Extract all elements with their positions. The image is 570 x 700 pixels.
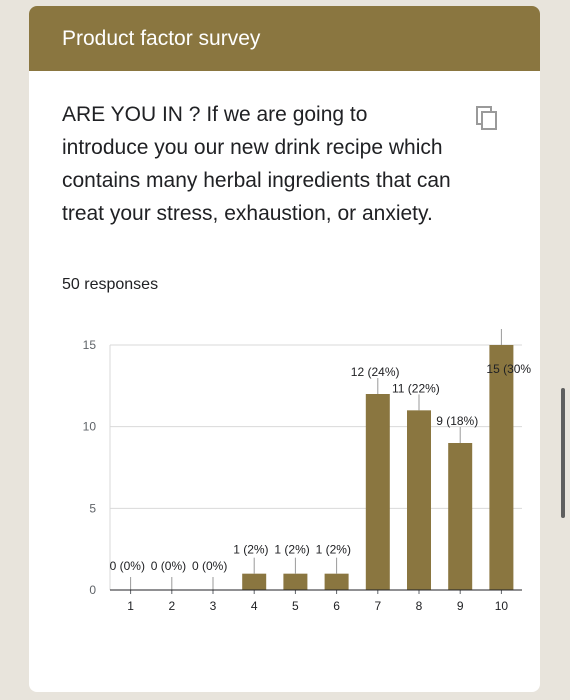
question-text: ARE YOU IN ? If we are going to introduc… xyxy=(62,103,451,225)
copy-icon[interactable] xyxy=(476,106,498,135)
bar xyxy=(489,345,514,590)
bar xyxy=(283,573,308,590)
form-card: Product factor survey ARE YOU IN ? If we… xyxy=(29,6,540,692)
bar xyxy=(324,573,349,590)
x-tick-label: 5 xyxy=(292,599,299,613)
data-label: 12 (24%) xyxy=(351,365,400,379)
bar xyxy=(407,410,431,590)
data-label: 1 (2%) xyxy=(233,543,268,557)
y-tick-label: 0 xyxy=(89,583,96,597)
bar xyxy=(365,394,390,590)
data-label: 9 (18%) xyxy=(436,414,478,428)
data-label: 0 (0%) xyxy=(110,559,145,573)
data-label: 11 (22%) xyxy=(392,381,440,395)
x-tick-label: 8 xyxy=(416,599,423,613)
y-tick-label: 15 xyxy=(83,338,97,352)
bar xyxy=(242,573,267,590)
response-count: 50 responses xyxy=(62,276,159,293)
bar xyxy=(448,443,473,590)
x-tick-label: 4 xyxy=(251,599,258,613)
x-tick-label: 3 xyxy=(210,599,217,613)
y-tick-label: 5 xyxy=(89,501,96,515)
x-tick-label: 9 xyxy=(457,599,464,613)
data-label: 15 (30% xyxy=(486,362,531,376)
y-tick-label: 10 xyxy=(83,420,97,434)
x-tick-label: 2 xyxy=(168,599,175,613)
x-tick-label: 7 xyxy=(374,599,381,613)
data-label: 0 (0%) xyxy=(192,559,227,573)
x-tick-label: 10 xyxy=(495,599,509,613)
data-label: 1 (2%) xyxy=(316,543,351,557)
x-tick-label: 6 xyxy=(333,599,340,613)
form-title: Product factor survey xyxy=(29,6,540,71)
x-tick-label: 1 xyxy=(127,599,134,613)
data-label: 0 (0%) xyxy=(151,559,186,573)
scrollbar[interactable] xyxy=(561,388,565,518)
data-label: 1 (2%) xyxy=(274,543,309,557)
